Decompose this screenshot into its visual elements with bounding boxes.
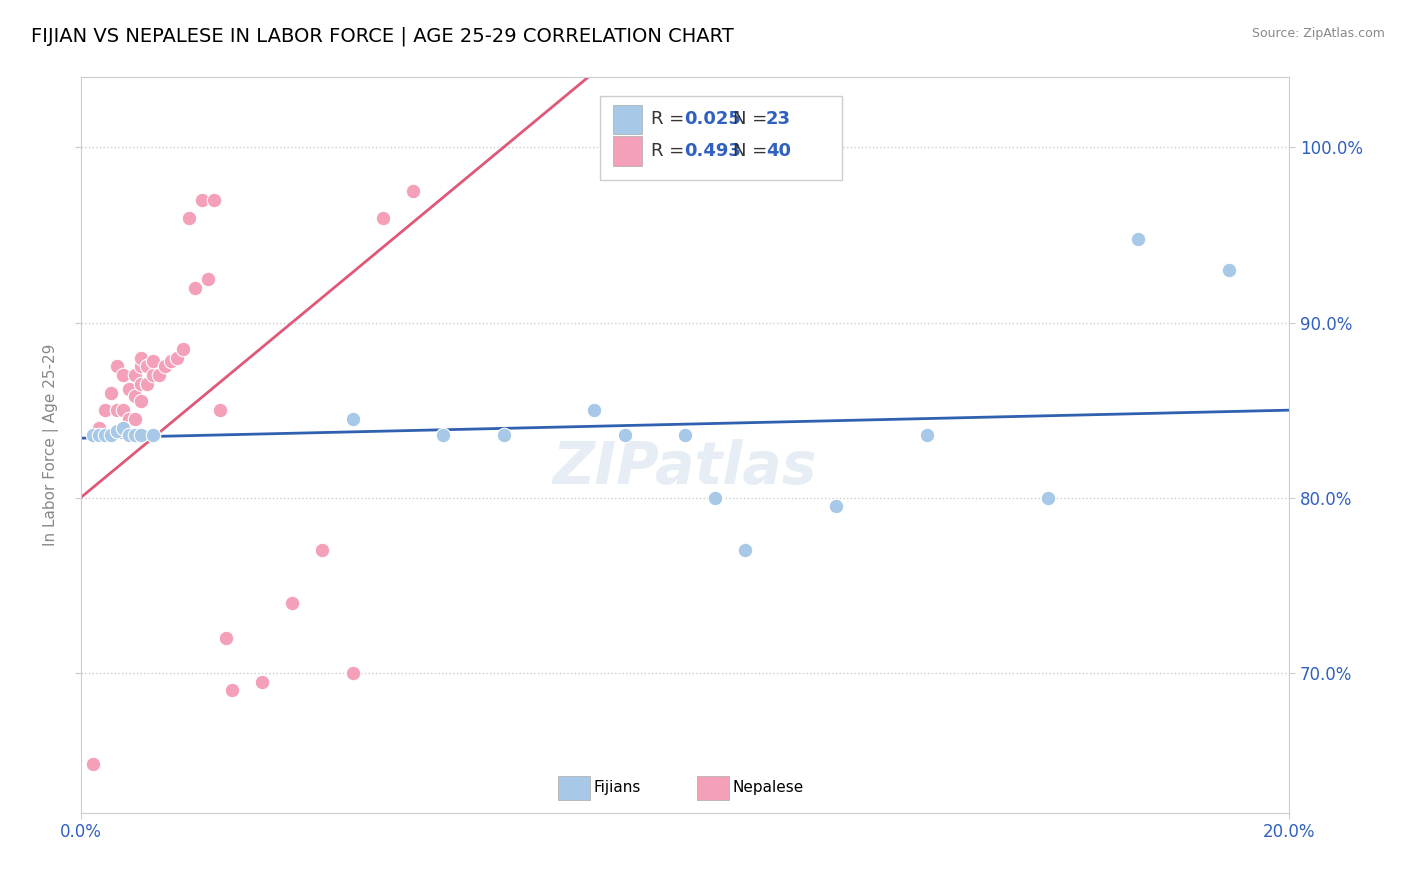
Point xyxy=(160,354,183,368)
Point xyxy=(1036,491,1059,505)
Text: Fijians: Fijians xyxy=(593,780,641,796)
Point xyxy=(118,427,141,442)
Point xyxy=(190,193,212,207)
Point xyxy=(342,665,364,680)
Text: 40: 40 xyxy=(766,142,792,160)
Point xyxy=(87,427,110,442)
Point xyxy=(105,359,128,374)
Point xyxy=(111,403,134,417)
Point xyxy=(142,427,165,442)
Point xyxy=(221,683,243,698)
Point xyxy=(129,376,152,391)
Point xyxy=(402,184,425,198)
Point xyxy=(166,351,188,365)
Point xyxy=(118,412,141,426)
Point xyxy=(142,368,165,383)
Point xyxy=(1128,231,1150,245)
Point xyxy=(148,368,170,383)
Point xyxy=(172,342,194,356)
Text: Nepalese: Nepalese xyxy=(733,780,803,796)
Point xyxy=(583,403,606,417)
Point xyxy=(613,427,636,442)
Point xyxy=(184,280,207,294)
Point xyxy=(825,500,848,514)
Point xyxy=(100,427,122,442)
Point xyxy=(100,385,122,400)
Text: Source: ZipAtlas.com: Source: ZipAtlas.com xyxy=(1251,27,1385,40)
Point xyxy=(82,427,104,442)
Point xyxy=(142,354,165,368)
Point xyxy=(129,359,152,374)
Point xyxy=(124,427,146,442)
Text: 23: 23 xyxy=(766,111,792,128)
Point xyxy=(129,351,152,365)
Point xyxy=(492,427,515,442)
Point xyxy=(342,412,364,426)
Point xyxy=(87,420,110,434)
Point xyxy=(129,427,152,442)
Point xyxy=(1218,263,1240,277)
FancyBboxPatch shape xyxy=(613,104,641,134)
FancyBboxPatch shape xyxy=(558,776,589,799)
Point xyxy=(250,674,273,689)
Point xyxy=(124,412,146,426)
Text: N =: N = xyxy=(734,142,773,160)
Point xyxy=(105,403,128,417)
Point xyxy=(197,272,219,286)
Point xyxy=(94,427,117,442)
Point xyxy=(208,403,231,417)
Point xyxy=(202,193,225,207)
Point xyxy=(111,420,134,434)
Point xyxy=(915,427,938,442)
Point xyxy=(155,359,177,374)
FancyBboxPatch shape xyxy=(613,136,641,166)
Y-axis label: In Labor Force | Age 25-29: In Labor Force | Age 25-29 xyxy=(44,344,59,547)
Point xyxy=(281,596,304,610)
Point xyxy=(105,424,128,438)
Point xyxy=(673,427,696,442)
Point xyxy=(136,376,159,391)
Point xyxy=(179,211,201,225)
FancyBboxPatch shape xyxy=(600,95,842,180)
Text: R =: R = xyxy=(651,142,690,160)
Text: N =: N = xyxy=(734,111,773,128)
Point xyxy=(734,543,756,558)
Text: R =: R = xyxy=(651,111,690,128)
Text: ZIPatlas: ZIPatlas xyxy=(553,439,817,496)
Point xyxy=(136,359,159,374)
Point xyxy=(82,756,104,771)
Point xyxy=(311,543,333,558)
Text: FIJIAN VS NEPALESE IN LABOR FORCE | AGE 25-29 CORRELATION CHART: FIJIAN VS NEPALESE IN LABOR FORCE | AGE … xyxy=(31,27,734,46)
FancyBboxPatch shape xyxy=(697,776,728,799)
Point xyxy=(704,491,727,505)
Point xyxy=(432,427,454,442)
Point xyxy=(215,631,238,645)
Text: 0.025: 0.025 xyxy=(683,111,741,128)
Text: 0.493: 0.493 xyxy=(683,142,741,160)
Point xyxy=(111,368,134,383)
Point xyxy=(129,394,152,409)
Point xyxy=(124,389,146,403)
Point xyxy=(371,211,394,225)
Point xyxy=(118,382,141,396)
Point xyxy=(124,368,146,383)
Point xyxy=(94,403,117,417)
